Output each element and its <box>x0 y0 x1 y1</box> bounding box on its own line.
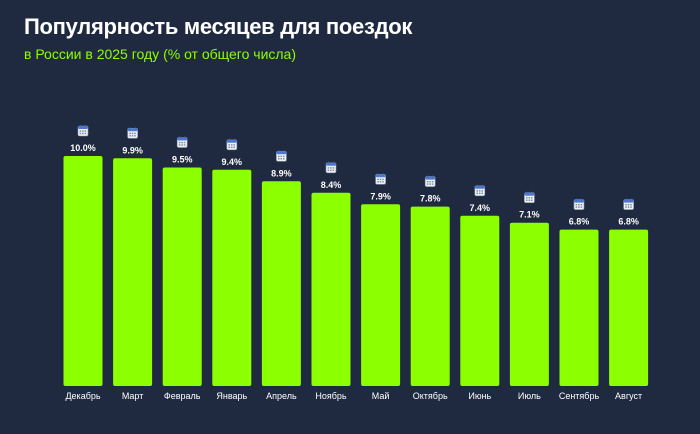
bar-1 <box>63 156 103 386</box>
value-label-10: 7.1% <box>519 210 540 220</box>
calendar-icon <box>127 127 138 139</box>
chart-subtitle: в России в 2025 году (% от общего числа) <box>24 46 297 62</box>
bar-2 <box>113 158 153 386</box>
value-label-7: 7.9% <box>370 191 391 201</box>
calendar-icon <box>77 125 89 137</box>
bar-5 <box>261 181 301 386</box>
value-label-4: 9.4% <box>222 157 243 167</box>
bar-9 <box>460 215 500 386</box>
category-label-12: Август <box>615 391 642 401</box>
category-label-4: Январь <box>216 391 247 401</box>
category-label-6: Ноябрь <box>315 391 347 401</box>
bar-11 <box>559 229 599 386</box>
bar-6 <box>311 192 351 386</box>
category-label-8: Октябрь <box>413 391 448 401</box>
calendar-icon <box>623 198 634 210</box>
category-label-9: Июнь <box>468 391 491 401</box>
category-label-10: Июль <box>518 391 541 401</box>
chart-title: Популярность месяцев для поездок <box>24 14 413 39</box>
calendar-icon <box>375 173 386 185</box>
value-label-6: 8.4% <box>321 180 342 190</box>
category-label-3: Февраль <box>164 391 201 401</box>
bar-12 <box>609 229 649 386</box>
calendar-icon <box>176 136 188 148</box>
calendar-icon <box>424 175 436 187</box>
calendar-icon <box>325 161 337 174</box>
calendar-icon <box>474 184 486 197</box>
calendar-icon <box>226 138 238 151</box>
calendar-icon <box>276 150 287 162</box>
category-label-5: Апрель <box>266 391 297 401</box>
category-label-11: Сентябрь <box>559 391 600 401</box>
value-label-11: 6.8% <box>569 217 590 227</box>
category-label-1: Декабрь <box>65 391 100 401</box>
bar-8 <box>410 206 450 386</box>
bar-3 <box>162 167 202 386</box>
value-label-12: 6.8% <box>618 217 639 227</box>
value-label-5: 8.9% <box>271 168 292 178</box>
category-label-7: Май <box>372 391 390 401</box>
calendar-icon <box>524 191 535 203</box>
bar-7 <box>361 204 401 386</box>
bar-10 <box>509 222 549 386</box>
value-label-1: 10.0% <box>70 143 96 153</box>
bar-4 <box>212 169 252 386</box>
category-label-2: Март <box>122 391 144 401</box>
value-label-9: 7.4% <box>470 203 491 213</box>
calendar-icon <box>573 198 585 210</box>
value-label-2: 9.9% <box>122 145 143 155</box>
value-label-8: 7.8% <box>420 194 441 204</box>
value-label-3: 9.5% <box>172 155 193 165</box>
